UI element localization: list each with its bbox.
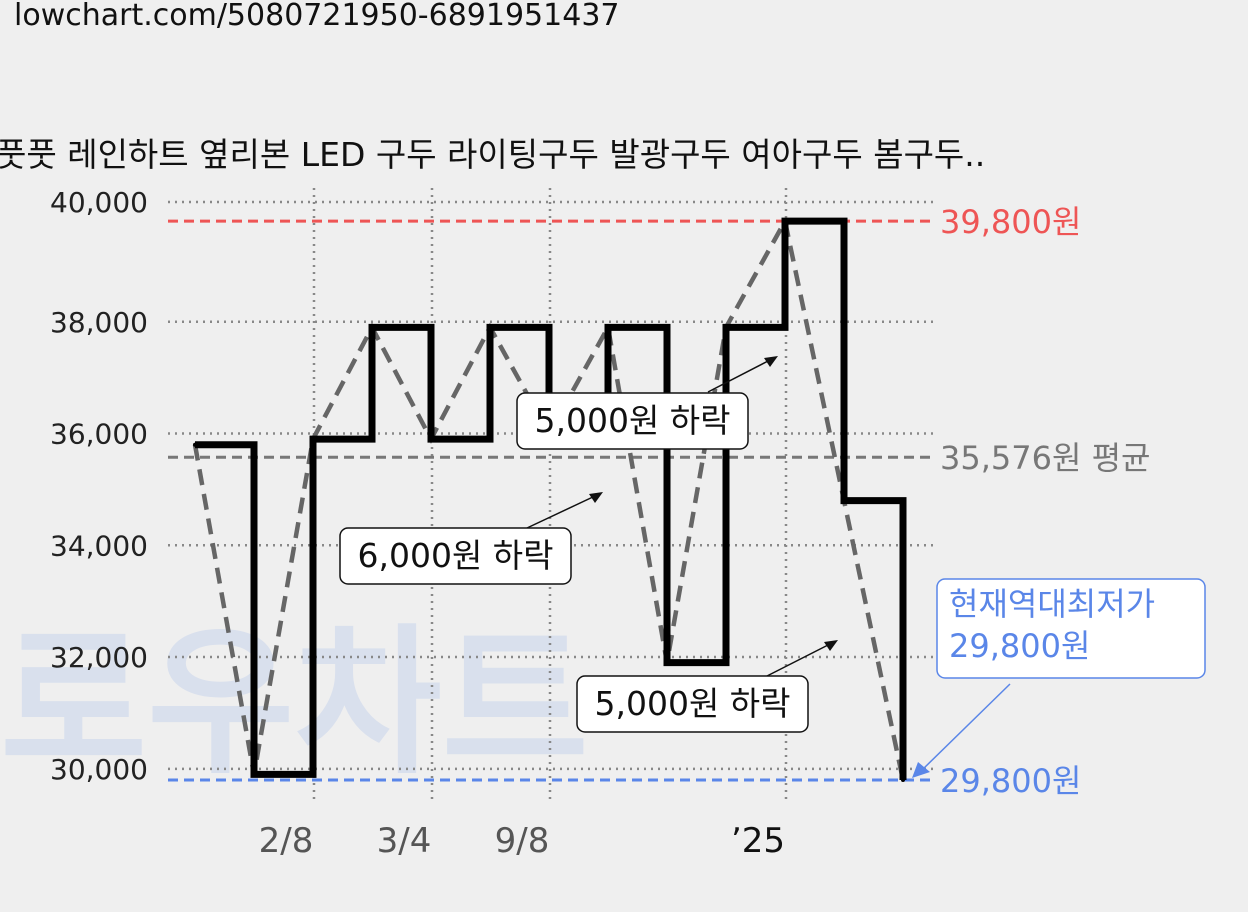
price-point (783, 219, 787, 224)
y-tick-label: 30,000 (50, 753, 148, 786)
price-point (606, 325, 610, 330)
callout-arrow (766, 643, 831, 677)
callout-box (339, 527, 572, 585)
callout-arrowhead (764, 356, 778, 367)
price-point (724, 325, 728, 330)
x-tick-label: ’25 (731, 821, 785, 861)
chart-title: 풋풋 레인하트 옆리본 LED 구두 라이팅구두 발광구두 여아구두 봄구두.. (0, 135, 986, 174)
current-box (936, 578, 1206, 679)
x-tick-label: 3/4 (377, 821, 432, 861)
callout-text: 5,000원 하락 (534, 401, 730, 440)
callout-arrowhead (589, 492, 603, 503)
callout-text: 5,000원 하락 (594, 684, 790, 723)
price-point (901, 778, 905, 782)
x-tick-label: 2/8 (259, 821, 314, 861)
reference-lines: 39,800원 35,576원 평균 29,800원 (168, 203, 1150, 800)
price-point (193, 442, 197, 447)
callout-arrow (526, 495, 596, 529)
reference-label-avg: 35,576원 평균 (940, 439, 1150, 477)
callout-arrowhead (824, 640, 838, 651)
reference-label-min: 29,800원 (940, 762, 1081, 800)
y-tick-label: 36,000 (50, 418, 148, 451)
callouts: 5,000원 하락6,000원 하락5,000원 하락현재역대최저가29,800… (339, 356, 1206, 778)
callout-arrow (707, 359, 771, 393)
y-tick-label: 34,000 (50, 529, 148, 562)
callout-box (576, 675, 809, 733)
current-label-line: 29,800원 (949, 627, 1090, 665)
axis-labels: 30,000 32,000 34,000 36,000 38,000 40,000 2/8 3… (50, 186, 785, 861)
reference-label-max: 39,800원 (940, 203, 1081, 241)
price-point (311, 437, 315, 442)
y-tick-label: 38,000 (50, 306, 148, 339)
x-tick-label: 9/8 (495, 821, 550, 861)
price-point (370, 325, 374, 330)
grid (168, 188, 935, 800)
callout-box (516, 392, 749, 450)
price-point (842, 498, 846, 503)
current-arrowhead (912, 762, 930, 778)
price-point (488, 325, 492, 330)
current-arrow (921, 683, 1011, 771)
y-tick-label: 40,000 (50, 186, 148, 219)
watermark: 로우차트 (0, 609, 589, 796)
price-point (665, 660, 669, 665)
callout-text: 6,000원 하락 (357, 536, 553, 575)
y-tick-label: 32,000 (50, 641, 148, 674)
current-label-line: 현재역대최저가 (949, 585, 1155, 623)
page-url: lowchart.com/5080721950-6891951437 (14, 0, 620, 33)
price-point (252, 772, 256, 777)
price-point (429, 437, 433, 442)
